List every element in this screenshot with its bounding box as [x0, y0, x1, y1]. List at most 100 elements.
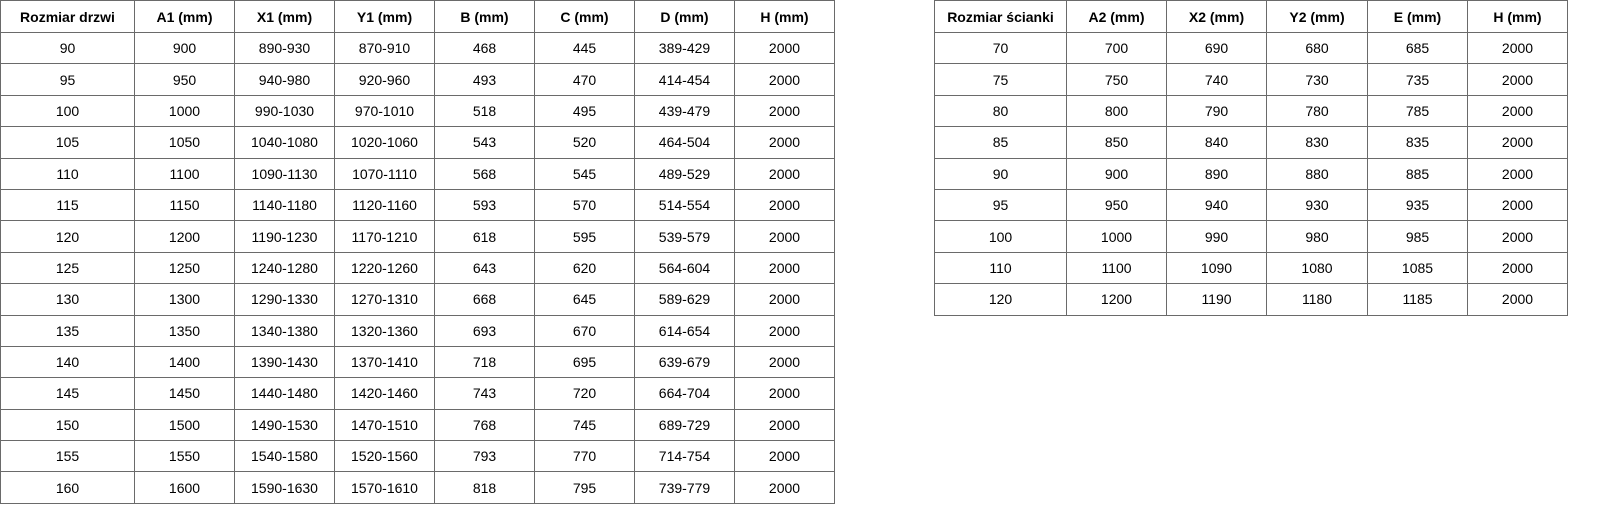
column-header: Y2 (mm): [1266, 0, 1368, 33]
table-cell: 1400: [134, 345, 235, 379]
table-cell: 589-629: [634, 283, 735, 316]
table-cell: 695: [534, 345, 635, 379]
table-row: 100 1000 990-1030 970-1010 518 495 439-479 2000: [0, 94, 835, 128]
table-cell: 543: [434, 126, 535, 159]
column-header: H (mm): [1467, 0, 1568, 33]
column-header: Rozmiar ścianki: [934, 0, 1067, 33]
table-cell: 105: [0, 126, 135, 159]
table-cell: 520: [534, 126, 635, 159]
table-row: 75 750 740 730 735 2000: [934, 63, 1568, 96]
table-cell: 840: [1166, 126, 1267, 159]
table-row: 95 950 940-980 920-960 493 470 414-454 2000: [0, 63, 835, 96]
table-cell: 950: [1066, 188, 1167, 222]
table-cell: 930: [1266, 188, 1368, 222]
header-row: Rozmiar ścianki A2 (mm) X2 (mm) Y2 (mm) E (m…: [934, 0, 1568, 33]
table-cell: 770: [534, 440, 635, 473]
table-cell: 539-579: [634, 220, 735, 253]
table-cell: 90: [934, 157, 1067, 190]
table-cell: 1500: [134, 408, 235, 442]
table-cell: 890-930: [234, 31, 335, 65]
table-cell: 115: [0, 188, 135, 222]
table-cell: 990: [1166, 220, 1267, 253]
table-cell: 880: [1266, 157, 1368, 190]
table-cell: 1050: [134, 126, 235, 159]
table-cell: 850: [1066, 126, 1167, 159]
table-cell: 70: [934, 31, 1067, 65]
table-cell: 935: [1367, 188, 1468, 222]
table-row: 90 900 890 880 885 2000: [934, 157, 1568, 190]
column-header: X2 (mm): [1166, 0, 1267, 33]
table-cell: 110: [0, 157, 135, 190]
table-cell: 1390-1430: [234, 345, 335, 379]
table-cell: 750: [1066, 63, 1167, 96]
table-cell: 940-980: [234, 63, 335, 96]
table-cell: 1170-1210: [334, 220, 435, 253]
table-cell: 1180: [1266, 283, 1368, 316]
table-row: 85 850 840 830 835 2000: [934, 126, 1568, 159]
table-cell: 110: [934, 251, 1067, 285]
table-cell: 980: [1266, 220, 1368, 253]
table-cell: 689-729: [634, 408, 735, 442]
table-cell: 768: [434, 408, 535, 442]
table-cell: 1420-1460: [334, 377, 435, 410]
table-row: 150 1500 1490-1530 1470-1510 768 745 689-729 20…: [0, 408, 835, 442]
table-cell: 735: [1367, 63, 1468, 96]
table-cell: 1185: [1367, 283, 1468, 316]
table-cell: 1200: [1066, 283, 1167, 316]
table-cell: 2000: [734, 188, 835, 222]
table-cell: 100: [0, 94, 135, 128]
table-cell: 130: [0, 283, 135, 316]
table-cell: 2000: [734, 314, 835, 347]
table-cell: 135: [0, 314, 135, 347]
table-cell: 1200: [134, 220, 235, 253]
table-row: 145 1450 1440-1480 1420-1460 743 720 664-704 20…: [0, 377, 835, 410]
table-cell: 2000: [1467, 126, 1568, 159]
table-row: 130 1300 1290-1330 1270-1310 668 645 589-629 20…: [0, 283, 835, 316]
table-cell: 690: [1166, 31, 1267, 65]
table-cell: 1370-1410: [334, 345, 435, 379]
table-cell: 1190-1230: [234, 220, 335, 253]
table-cell: 1100: [134, 157, 235, 190]
table-cell: 2000: [1467, 157, 1568, 190]
table-cell: 1080: [1266, 251, 1368, 285]
column-header: Rozmiar drzwi: [0, 0, 135, 33]
table-cell: 940: [1166, 188, 1267, 222]
column-header: X1 (mm): [234, 0, 335, 33]
table-cell: 2000: [1467, 31, 1568, 65]
table-cell: 1000: [134, 94, 235, 128]
table-cell: 2000: [734, 408, 835, 442]
table-row: 100 1000 990 980 985 2000: [934, 220, 1568, 253]
table-cell: 693: [434, 314, 535, 347]
table-cell: 140: [0, 345, 135, 379]
table-cell: 2000: [734, 157, 835, 190]
door-size-table: Rozmiar drzwi A1 (mm) X1 (mm) Y1 (mm) B (mm)…: [0, 0, 835, 504]
table-cell: 920-960: [334, 63, 435, 96]
table-row: 120 1200 1190 1180 1185 2000: [934, 283, 1568, 316]
table-cell: 793: [434, 440, 535, 473]
table-cell: 668: [434, 283, 535, 316]
table-cell: 1100: [1066, 251, 1167, 285]
table-cell: 518: [434, 94, 535, 128]
table-cell: 493: [434, 63, 535, 96]
table-cell: 2000: [734, 471, 835, 504]
wall-size-table: Rozmiar ścianki A2 (mm) X2 (mm) Y2 (mm) E (m…: [934, 0, 1568, 316]
table-cell: 120: [934, 283, 1067, 316]
table-cell: 1120-1160: [334, 188, 435, 222]
table-cell: 85: [934, 126, 1067, 159]
table-cell: 700: [1066, 31, 1167, 65]
table-cell: 2000: [1467, 220, 1568, 253]
table-cell: 618: [434, 220, 535, 253]
column-header: A2 (mm): [1066, 0, 1167, 33]
column-header: E (mm): [1367, 0, 1468, 33]
table-cell: 100: [934, 220, 1067, 253]
table-cell: 830: [1266, 126, 1368, 159]
table-cell: 2000: [734, 94, 835, 128]
table-cell: 414-454: [634, 63, 735, 96]
table-cell: 1250: [134, 251, 235, 285]
table-cell: 800: [1066, 94, 1167, 128]
table-cell: 1240-1280: [234, 251, 335, 285]
table-cell: 780: [1266, 94, 1368, 128]
table-cell: 950: [134, 63, 235, 96]
table-row: 140 1400 1390-1430 1370-1410 718 695 639-679 20…: [0, 345, 835, 379]
table-row: 110 1100 1090-1130 1070-1110 568 545 489-529 20…: [0, 157, 835, 190]
